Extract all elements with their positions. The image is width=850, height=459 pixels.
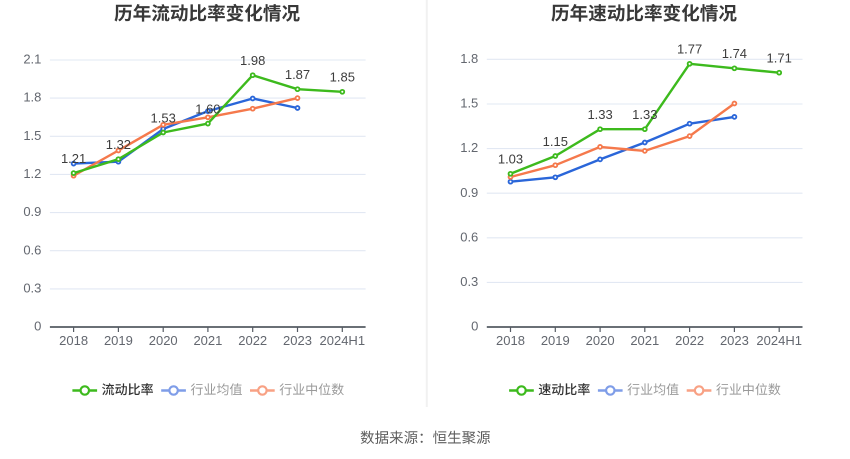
svg-text:2022: 2022 xyxy=(238,333,267,348)
svg-text:1.71: 1.71 xyxy=(767,51,792,66)
svg-text:2023: 2023 xyxy=(283,333,312,348)
svg-text:1.98: 1.98 xyxy=(240,53,265,68)
svg-text:2021: 2021 xyxy=(630,333,659,348)
svg-text:2023: 2023 xyxy=(720,333,749,348)
svg-text:0.6: 0.6 xyxy=(460,229,478,244)
svg-text:2018: 2018 xyxy=(496,333,525,348)
svg-text:1.2: 1.2 xyxy=(460,140,478,155)
svg-text:0.3: 0.3 xyxy=(23,281,41,296)
svg-text:2018: 2018 xyxy=(59,333,88,348)
svg-text:1.77: 1.77 xyxy=(677,42,702,57)
svg-text:2.1: 2.1 xyxy=(23,52,41,67)
svg-text:0.6: 0.6 xyxy=(23,242,41,257)
svg-text:2020: 2020 xyxy=(586,333,615,348)
svg-text:1.74: 1.74 xyxy=(722,46,747,61)
svg-text:1.2: 1.2 xyxy=(23,166,41,181)
svg-text:1.33: 1.33 xyxy=(587,107,612,122)
svg-text:2024H1: 2024H1 xyxy=(756,333,802,348)
svg-text:1.32: 1.32 xyxy=(106,137,131,152)
svg-text:2019: 2019 xyxy=(541,333,570,348)
svg-text:1.8: 1.8 xyxy=(23,90,41,105)
svg-text:2022: 2022 xyxy=(675,333,704,348)
svg-text:1.87: 1.87 xyxy=(285,67,310,82)
svg-text:0.3: 0.3 xyxy=(460,274,478,289)
svg-text:0: 0 xyxy=(471,319,478,334)
svg-text:1.33: 1.33 xyxy=(632,107,657,122)
svg-text:1.53: 1.53 xyxy=(151,110,176,125)
svg-text:2020: 2020 xyxy=(149,333,178,348)
svg-text:1.5: 1.5 xyxy=(23,128,41,143)
svg-text:0.9: 0.9 xyxy=(23,204,41,219)
svg-text:1.5: 1.5 xyxy=(460,96,478,111)
svg-text:2019: 2019 xyxy=(104,333,133,348)
svg-text:2021: 2021 xyxy=(193,333,222,348)
svg-text:1.8: 1.8 xyxy=(460,51,478,66)
svg-text:1.21: 1.21 xyxy=(61,151,86,166)
svg-text:1.85: 1.85 xyxy=(330,70,355,85)
svg-text:0.9: 0.9 xyxy=(460,185,478,200)
svg-text:1.60: 1.60 xyxy=(195,101,220,116)
svg-text:0: 0 xyxy=(34,319,41,334)
svg-text:1.03: 1.03 xyxy=(498,152,523,167)
svg-text:2024H1: 2024H1 xyxy=(320,333,366,348)
svg-text:1.15: 1.15 xyxy=(543,134,568,149)
